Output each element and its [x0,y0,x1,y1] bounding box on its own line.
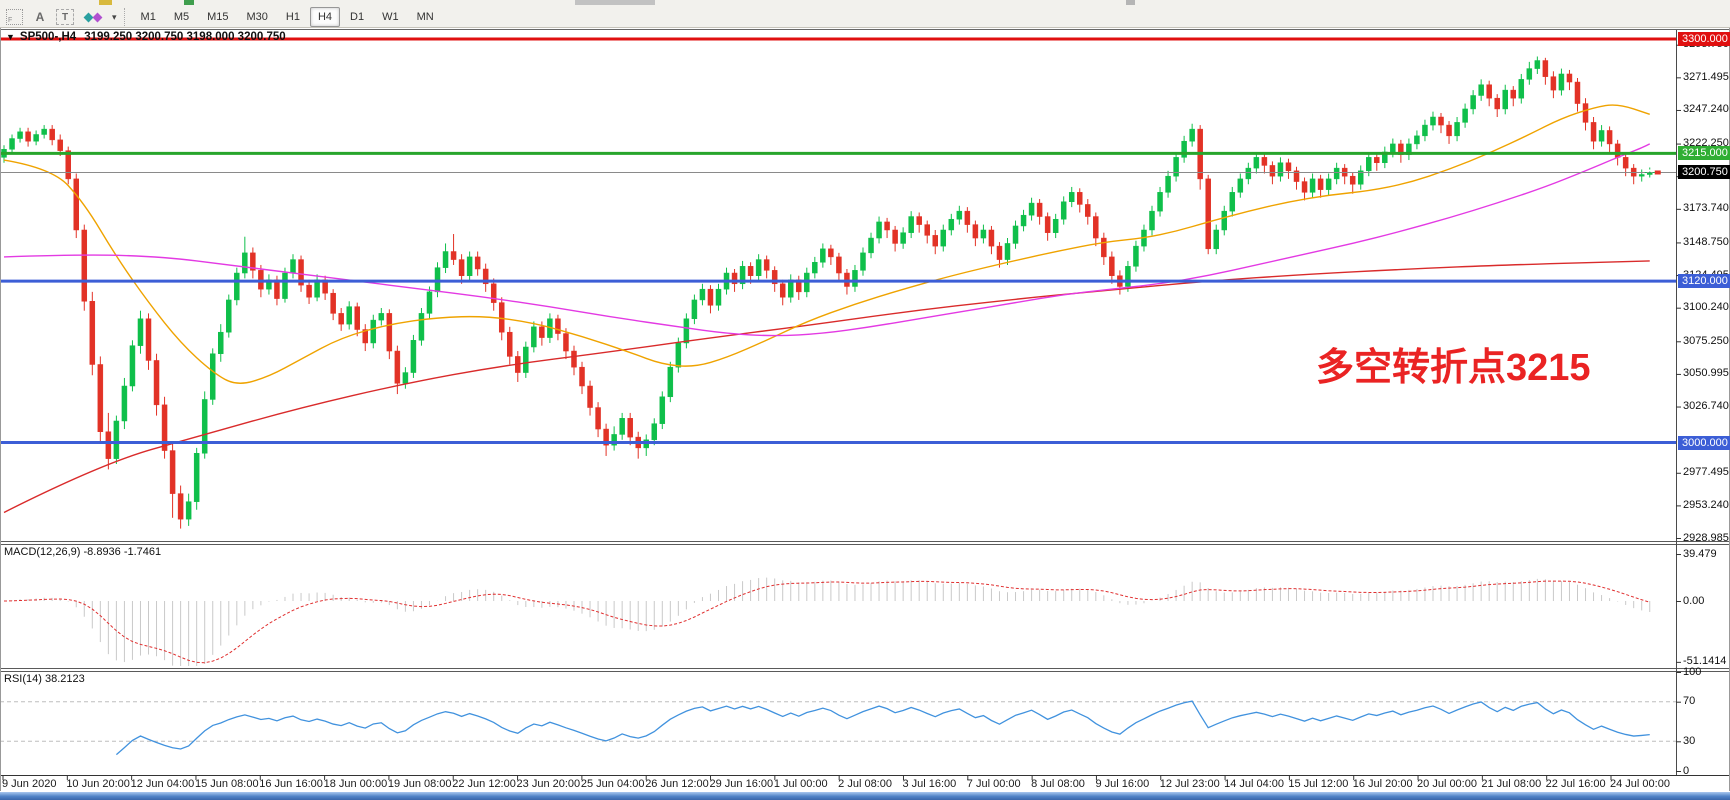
time-axis-label: 23 Jun 20:00 [516,778,581,790]
chart-annotation-text: 多空转折点3215 [1316,347,1591,389]
clipped-icon-fragment [575,0,655,5]
shapes-tool-icon[interactable] [80,8,106,26]
timeframe-button-h1[interactable]: H1 [285,11,300,23]
time-axis-label: 18 Jun 00:00 [323,778,388,790]
axis-label: 3100.240 [1683,301,1729,314]
time-axis-label: 14 Jul 04:00 [1224,778,1285,790]
toolbar-row: F A T ▾ M1 M5 M15 M30 H1 H4 D1 W1 MN [2,7,443,27]
time-axis-label: 16 Jul 20:00 [1352,778,1413,790]
time-axis-label: 21 Jul 08:00 [1481,778,1542,790]
chart-menu-arrow-icon[interactable]: ▼ [6,32,15,42]
ohlc-values: 3199.250 3200.750 3198.000 3200.750 [84,31,286,43]
axis-label: 3050.995 [1683,367,1729,380]
chevron-down-icon[interactable]: ▾ [112,11,117,22]
time-axis-label: 10 Jun 20:00 [66,778,130,790]
time-axis-label: 25 Jun 04:00 [580,778,645,790]
chart-canvas[interactable] [0,28,1730,792]
chart-title: ▼ SP500-,H4 3199.250 3200.750 3198.000 320… [6,31,286,43]
macd-plot [3,577,1651,666]
timeframe-button-m1[interactable]: M1 [140,11,156,23]
symbol-period-label: SP500-,H4 [19,31,77,43]
time-axis-label: 26 Jun 12:00 [645,778,709,790]
ma-orange [3,104,1650,384]
time-axis-label: 22 Jul 16:00 [1545,778,1606,790]
time-axis-label: 20 Jul 00:00 [1417,778,1477,790]
ma-magenta [3,143,1651,337]
time-axis-label: 15 Jun 08:00 [194,778,259,790]
axis-label: 3271.495 [1683,70,1729,83]
taskbar-strip [0,792,1730,800]
axis-label: 30 [1683,734,1696,747]
time-axis-label: 2 Jul 08:00 [838,778,892,790]
diamond-icon [92,12,103,22]
axis-label: 3075.250 [1683,334,1729,347]
time-axis-label: 7 Jul 00:00 [966,778,1021,790]
time-axis-label: 9 Jul 16:00 [1095,778,1150,790]
macd-indicator-label: MACD(12,26,9) -8.8936 -1.7461 [4,546,162,558]
axis-label: 2953.240 [1683,498,1729,511]
axis-label: 39.479 [1683,547,1717,560]
rsi-plot [0,700,1676,756]
time-axis-label: 12 Jun 04:00 [130,778,195,790]
time-axis-label: 8 Jul 08:00 [1031,778,1085,790]
time-axis-label: 15 Jul 12:00 [1288,778,1349,790]
time-axis-label: 12 Jul 23:00 [1159,778,1220,790]
axis-label: 100 [1683,665,1702,678]
candles-group [1,56,1653,529]
axis-label: 3200.750 [1678,165,1730,180]
time-axis-label: 19 Jun 08:00 [387,778,452,790]
time-axis-label: 29 Jun 16:00 [709,778,774,790]
timeframe-button-group: M1 M5 M15 M30 H1 H4 D1 W1 MN [132,7,443,27]
timeframe-button-w1[interactable]: W1 [382,11,399,23]
time-axis-label: 16 Jun 16:00 [259,778,323,790]
axis-label: 3247.240 [1683,103,1729,116]
axis-label: 0 [1683,764,1690,777]
toolbar-separator [123,8,125,26]
time-axis-label: 24 Jul 00:00 [1610,778,1670,790]
last-price-marker [1644,167,1661,178]
axis-label: 70 [1683,695,1696,708]
time-axis-label: 22 Jun 12:00 [452,778,516,790]
time-axis-label: 9 Jun 2020 [2,778,57,790]
horizontal-lines [0,37,1676,444]
frame [0,28,1730,791]
rsi-value: 38.2123 [44,673,85,685]
axis-label: 3173.740 [1683,202,1729,215]
axis-label: 3222.250 [1683,137,1729,150]
text-label-tool-icon[interactable]: T [56,9,74,25]
font-tool-icon[interactable]: A [35,10,45,24]
clipped-icon-fragment [184,0,194,5]
axis-label: 3120.000 [1678,274,1730,289]
timeframe-button-m15[interactable]: M15 [207,11,229,23]
time-axis-label: 1 Jul 00:00 [773,778,828,790]
axis-label: 3300.000 [1678,32,1730,46]
axis-label: 3000.000 [1678,435,1730,450]
timeframe-button-m5[interactable]: M5 [173,11,190,23]
time-axis-label: 3 Jul 16:00 [902,778,957,790]
timeframe-button-mn[interactable]: MN [416,11,434,23]
macd-values: -8.8936 -1.7461 [83,546,162,558]
axis-label: 3148.750 [1683,235,1729,248]
axis-label: 0.00 [1683,594,1705,607]
timeframe-button-m30[interactable]: M30 [246,11,268,23]
clipped-icon-fragment [1126,0,1135,5]
axis-label: 2928.985 [1683,531,1729,544]
timeframe-button-h4[interactable]: H4 [309,7,341,27]
axis-label: 2977.495 [1683,466,1729,479]
grid-tool-icon[interactable]: F [6,9,23,25]
rsi-indicator-label: RSI(14) 38.2123 [4,673,85,685]
axis-label: -51.1414 [1683,655,1727,668]
ma-red [3,260,1650,514]
axis-label: 3215.000 [1678,146,1730,161]
axis-label: 3026.740 [1683,400,1729,413]
timeframe-button-d1[interactable]: D1 [350,11,365,23]
toolbar: F A T ▾ M1 M5 M15 M30 H1 H4 D1 W1 MN [0,0,1730,28]
clipped-icon-fragment [99,0,112,5]
